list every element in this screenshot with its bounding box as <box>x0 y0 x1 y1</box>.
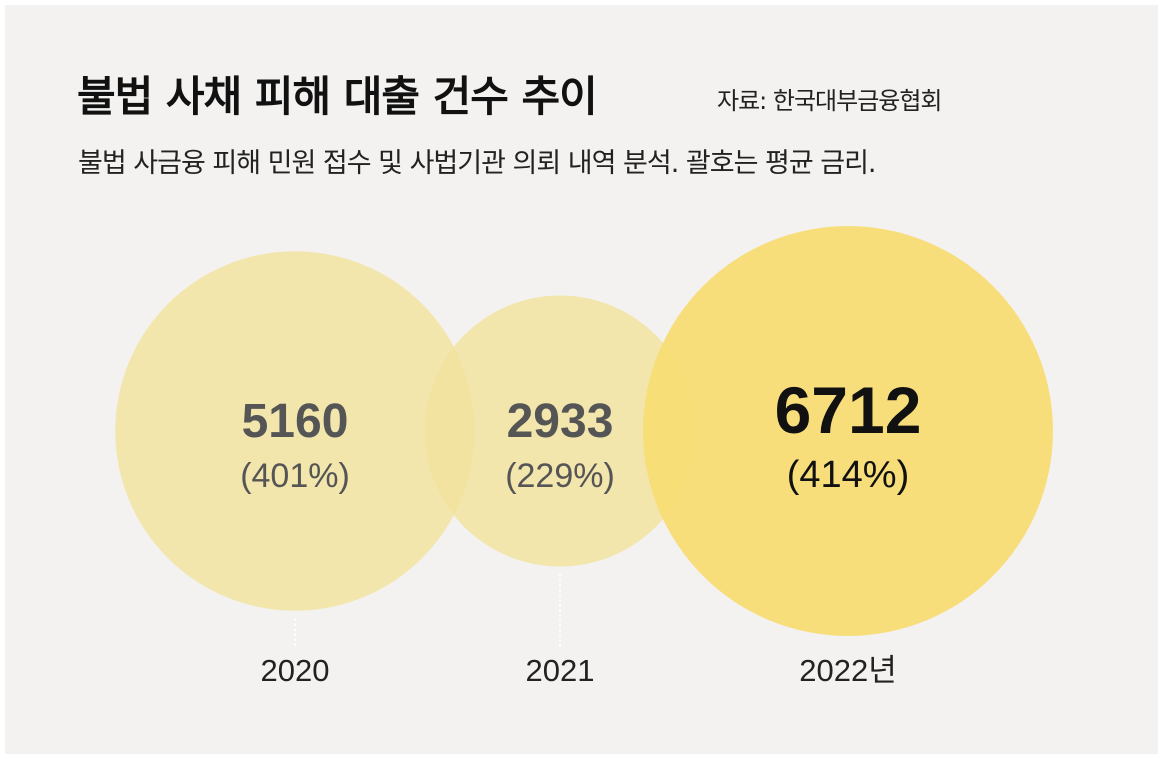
bubble-2020 <box>115 251 475 611</box>
chart-card: 불법 사채 피해 대출 건수 추이 자료: 한국대부금융협회 불법 사금융 피해… <box>5 5 1158 754</box>
chart-subtitle: 불법 사금융 피해 민원 접수 및 사법기관 의뢰 내역 분석. 괄호는 평균 … <box>78 148 877 179</box>
rate-label-2021: (229%) <box>505 457 615 495</box>
value-label-2020: 5160 <box>242 395 349 448</box>
value-label-2022년: 6712 <box>775 373 922 447</box>
year-label-2022년: 2022년 <box>799 653 896 688</box>
year-label-2021: 2021 <box>526 653 595 688</box>
rate-label-2020: (401%) <box>240 457 350 495</box>
chart-title: 불법 사채 피해 대출 건수 추이 <box>77 72 598 121</box>
bubble-chart: 5160 (401%) 2020 2933 (229%) 2021 6712 (414%) 20… <box>115 226 1053 688</box>
rate-label-2022년: (414%) <box>787 454 910 496</box>
year-label-2020: 2020 <box>261 653 330 688</box>
bubble-2022년 <box>643 226 1053 636</box>
source-note: 자료: 한국대부금융협회 <box>717 87 943 115</box>
value-label-2021: 2933 <box>507 395 614 448</box>
bubble-2021 <box>424 295 696 567</box>
